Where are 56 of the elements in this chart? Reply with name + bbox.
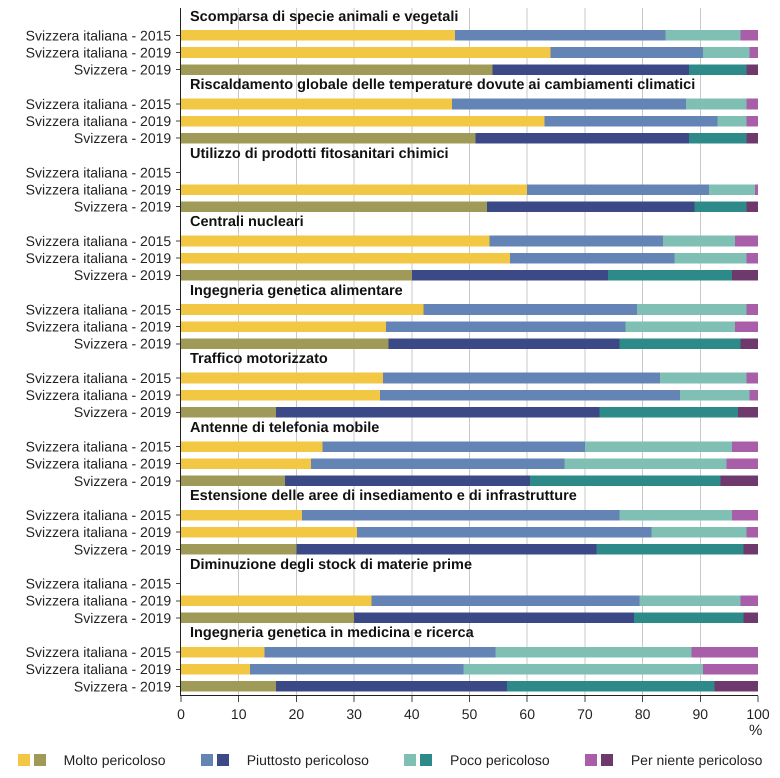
y-tick-label: Svizzera italiana - 2019 xyxy=(26,318,172,335)
annotation: Ingegneria genetica alimentare xyxy=(190,283,403,299)
y-tick-label: Svizzera italiana - 2019 xyxy=(26,44,172,60)
legend-label: Piuttosto pericoloso xyxy=(246,752,369,768)
y-tick-label: Svizzera italiana - 2019 xyxy=(26,250,172,266)
y-tick-label: Svizzera - 2019 xyxy=(74,678,172,694)
x-tick-label: 80 xyxy=(634,706,651,722)
y-tick-label: Svizzera italiana - 2015 xyxy=(26,27,172,44)
y-tick-label: Svizzera - 2019 xyxy=(74,404,172,420)
annotation: Riscaldamento globale delle temperature dovute ai cambiamenti climatici xyxy=(190,77,696,93)
y-tick-label: Svizzera italiana - 2015 xyxy=(26,96,172,112)
x-tick-label: 60 xyxy=(519,706,536,722)
x-tick-label: 20 xyxy=(288,706,304,722)
y-tick-label: Svizzera - 2019 xyxy=(74,62,172,78)
y-tick-label: Svizzera italiana - 2019 xyxy=(26,524,172,540)
x-tick-label: 0 xyxy=(177,706,186,722)
y-tick-label: Svizzera - 2019 xyxy=(74,610,172,626)
y-tick-label: Svizzera italiana - 2015 xyxy=(26,370,172,386)
x-tick-label: 70 xyxy=(577,706,593,722)
x-tick-label: 40 xyxy=(404,706,420,722)
annotation: Utilizzo di prodotti fitosanitari chimici xyxy=(190,146,449,162)
y-tick-label: Svizzera italiana - 2019 xyxy=(26,456,172,472)
y-tick-label: Svizzera - 2019 xyxy=(74,267,172,284)
y-tick-label: Svizzera italiana - 2015 xyxy=(26,576,172,592)
y-tick-label: Svizzera - 2019 xyxy=(74,472,172,489)
annotation: Antenne di telefonia mobile xyxy=(190,420,380,436)
annotation: Centrali nucleari xyxy=(190,214,304,230)
x-tick-label: 10 xyxy=(230,706,247,722)
y-tick-label: Svizzera italiana - 2015 xyxy=(26,232,172,249)
y-tick-label: Svizzera italiana - 2019 xyxy=(26,592,172,609)
y-tick-label: Svizzera italiana - 2015 xyxy=(26,301,172,318)
y-tick-label: Svizzera italiana - 2015 xyxy=(26,644,172,660)
y-tick-label: Svizzera italiana - 2015 xyxy=(26,507,172,524)
annotation: Ingegneria genetica in medicina e ricerca xyxy=(190,625,475,641)
annotation: Scomparsa di specie animali e vegetali xyxy=(190,9,458,25)
y-tick-label: Svizzera italiana - 2019 xyxy=(26,112,172,129)
y-tick-label: Svizzera - 2019 xyxy=(74,130,172,146)
x-tick-label: 30 xyxy=(346,706,362,722)
legend-label: Poco pericoloso xyxy=(450,752,550,768)
x-tick-label: 100 xyxy=(746,706,770,722)
legend-label: Per niente pericoloso xyxy=(630,752,762,768)
y-tick-label: Svizzera italiana - 2019 xyxy=(26,387,172,404)
y-tick-label: Svizzera - 2019 xyxy=(74,336,172,352)
y-tick-label: Svizzera italiana - 2019 xyxy=(26,661,172,678)
y-tick-label: Svizzera italiana - 2015 xyxy=(26,164,172,180)
legend-label: Molto pericoloso xyxy=(64,752,166,768)
annotation: Diminuzione degli stock di materie prime xyxy=(190,557,472,573)
annotation: Estensione delle aree di insediamento e di infrastrutture xyxy=(190,488,577,504)
x-tick-label: 50 xyxy=(462,706,478,722)
y-tick-label: Svizzera - 2019 xyxy=(74,541,172,558)
y-tick-label: Svizzera - 2019 xyxy=(74,198,172,215)
x-axis-title: % xyxy=(749,722,762,739)
x-tick-label: 90 xyxy=(692,706,708,722)
annotation: Traffico motorizzato xyxy=(190,351,328,367)
y-tick-label: Svizzera italiana - 2019 xyxy=(26,182,172,198)
y-tick-label: Svizzera italiana - 2015 xyxy=(26,438,172,454)
